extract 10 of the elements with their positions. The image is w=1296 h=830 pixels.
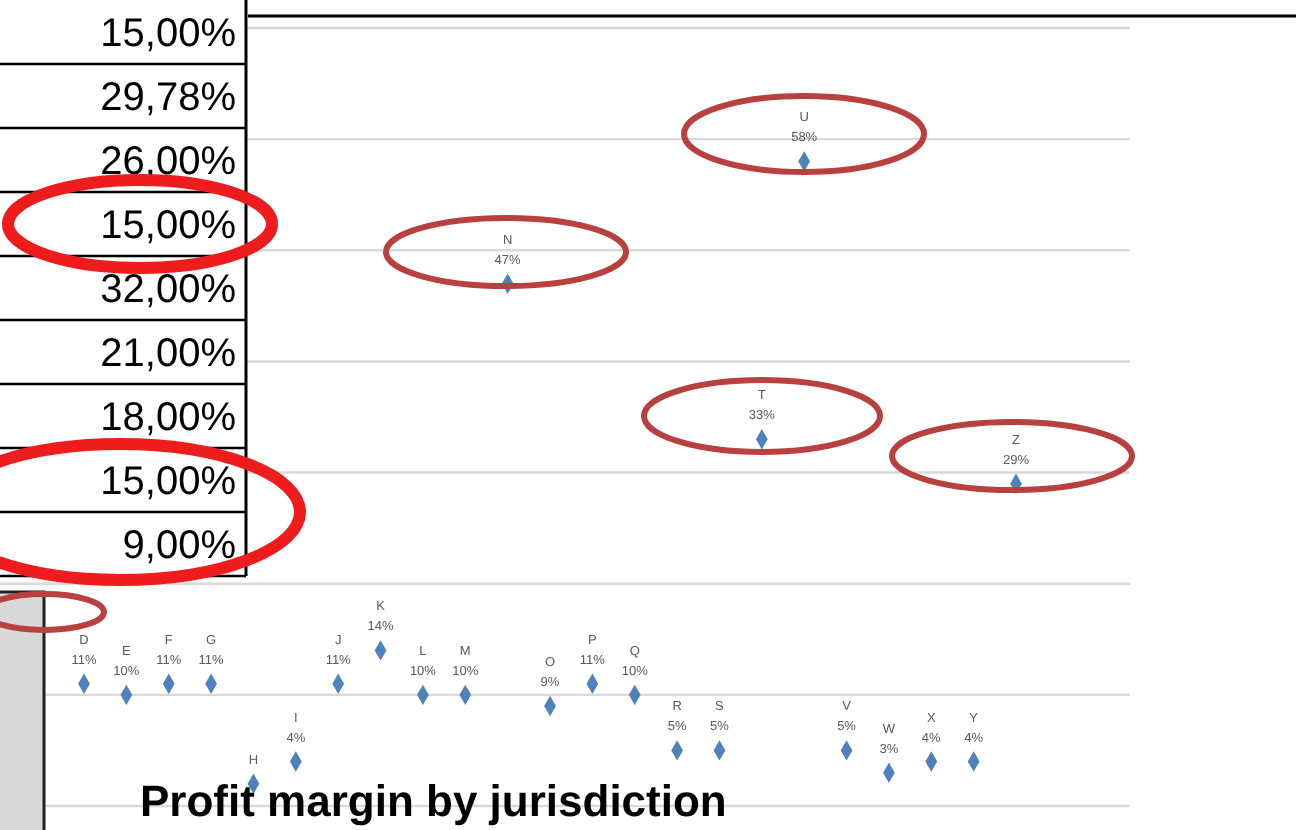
annotation: 21,00% <box>100 332 237 377</box>
annotation: 29,78% <box>100 76 237 121</box>
annotation: 9,00% <box>122 524 237 569</box>
annotation: 15,00% <box>100 204 237 249</box>
text: Profit margin by jurisdiction <box>140 776 727 826</box>
annotation: 32,00% <box>100 268 237 313</box>
annotation: 26,00% <box>100 140 237 185</box>
annotation: 18,00% <box>100 396 237 441</box>
annotation: 15,00% <box>100 12 237 57</box>
annotation: 15,00% <box>100 460 237 505</box>
